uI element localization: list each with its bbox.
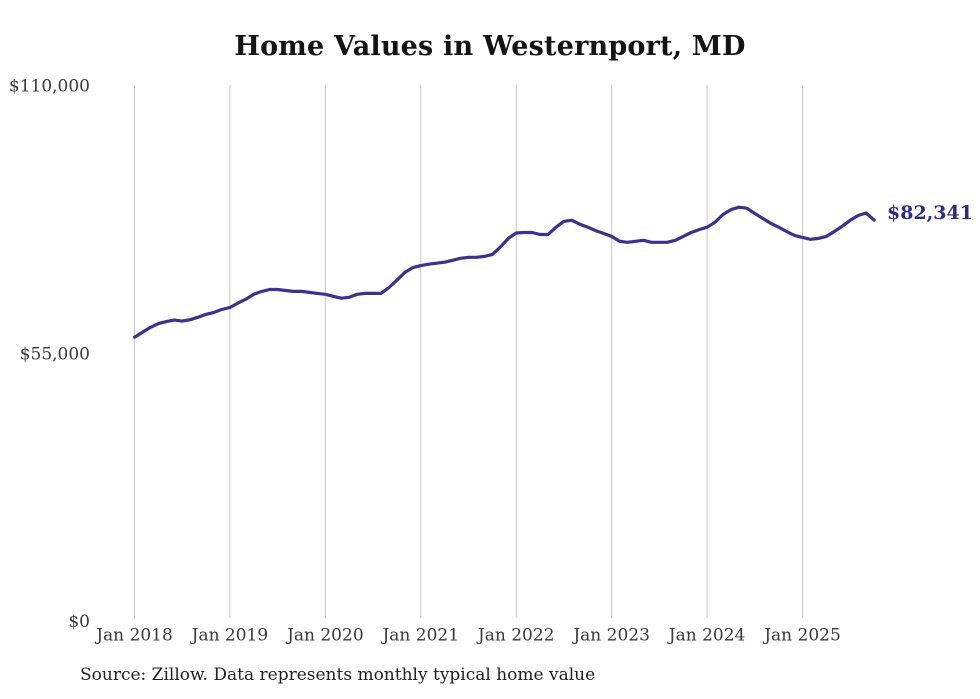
chart-title: Home Values in Westernport, MD xyxy=(234,31,746,62)
x-axis-tick-label: Jan 2022 xyxy=(476,626,555,646)
x-axis-tick-label: Jan 2020 xyxy=(285,626,364,646)
x-axis-tick-label: Jan 2019 xyxy=(190,626,269,646)
x-axis-tick-label: Jan 2021 xyxy=(380,626,459,646)
y-axis-tick-label: $0 xyxy=(68,612,90,632)
home-value-series-line xyxy=(132,205,876,339)
x-axis-tick-label: Jan 2024 xyxy=(667,626,746,646)
y-axis-tick-label: $110,000 xyxy=(9,77,90,97)
y-axis-tick-label: $55,000 xyxy=(20,344,90,364)
latest-value-label: $82,341 xyxy=(887,202,973,224)
source-note: Source: Zillow. Data represents monthly … xyxy=(80,665,596,685)
x-axis-tick-label: Jan 2025 xyxy=(762,626,841,646)
x-axis-tick-label: Jan 2023 xyxy=(571,626,650,646)
x-axis-tick-label: Jan 2018 xyxy=(94,626,173,646)
